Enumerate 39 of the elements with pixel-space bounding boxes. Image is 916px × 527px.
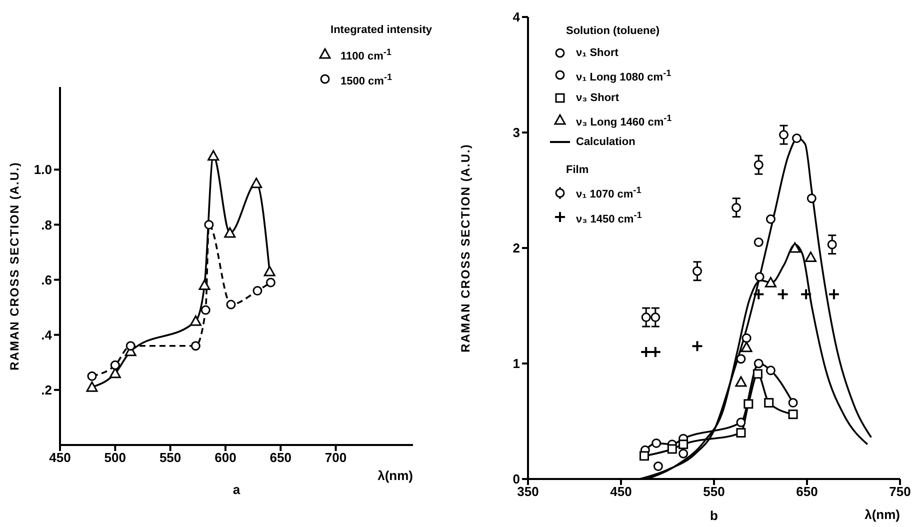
x-tick-label: 450 — [49, 450, 71, 466]
text: a — [232, 482, 242, 497]
y-axis-title: RAMAN CROSS SECTION (A.U.) — [458, 144, 472, 352]
y-tick-label: 1 — [512, 356, 520, 372]
x-tick-label: 550 — [159, 450, 182, 466]
legend-label: 1500 cm$^{-1}$ — [340, 70, 392, 90]
x-tick-label: 350 — [517, 484, 539, 500]
y-tick-label: 0 — [512, 472, 520, 487]
y-tick-label: 2 — [512, 240, 520, 256]
x-tick-label: 450 — [610, 484, 632, 500]
y-tick-label: .6 — [41, 272, 52, 288]
legend-label: ν₃ Short — [576, 90, 619, 106]
x-tick-label: 550 — [703, 484, 725, 500]
x-tick-label: 650 — [796, 484, 818, 500]
y-tick-label: 3 — [512, 125, 520, 140]
legend-title: Solution (toluene) — [566, 24, 660, 39]
text: b — [710, 508, 718, 523]
x-tick-label: 750 — [889, 484, 911, 500]
y-axis-title: RAMAN CROSS SECTION (A.U.) — [7, 162, 22, 370]
x-tick-label: 600 — [214, 450, 236, 466]
y-tick-label: .2 — [41, 382, 52, 398]
y-tick-label: 4 — [512, 10, 521, 25]
annotation: Film — [566, 163, 590, 178]
y-tick-label: .4 — [41, 327, 53, 342]
y-tick-label: .8 — [41, 217, 52, 232]
legend-title: Integrated intensity — [330, 23, 432, 38]
x-axis-title: λ(nm) — [378, 468, 413, 483]
y-tick-label: 1.0 — [34, 162, 52, 178]
x-axis-title: λ(nm) — [864, 507, 900, 522]
x-tick-label: 700 — [324, 450, 347, 466]
legend-label: ν₁ 1070 cm$^{-1}$ — [576, 184, 642, 203]
legend-label: Calculation — [576, 135, 636, 150]
legend-label: ν₁ Long 1080 cm$^{-1}$ — [576, 67, 672, 86]
x-tick-label: 650 — [270, 450, 292, 466]
legend-label: ν₁ Short — [576, 46, 618, 61]
x-tick-label: 500 — [104, 450, 126, 466]
legend-label: 1100 cm$^{-1}$ — [340, 46, 392, 65]
legend-label: ν₃ 1450 cm$^{-1}$ — [576, 208, 642, 228]
legend-label: ν₃ Long 1460 cm$^{-1}$ — [576, 112, 672, 130]
